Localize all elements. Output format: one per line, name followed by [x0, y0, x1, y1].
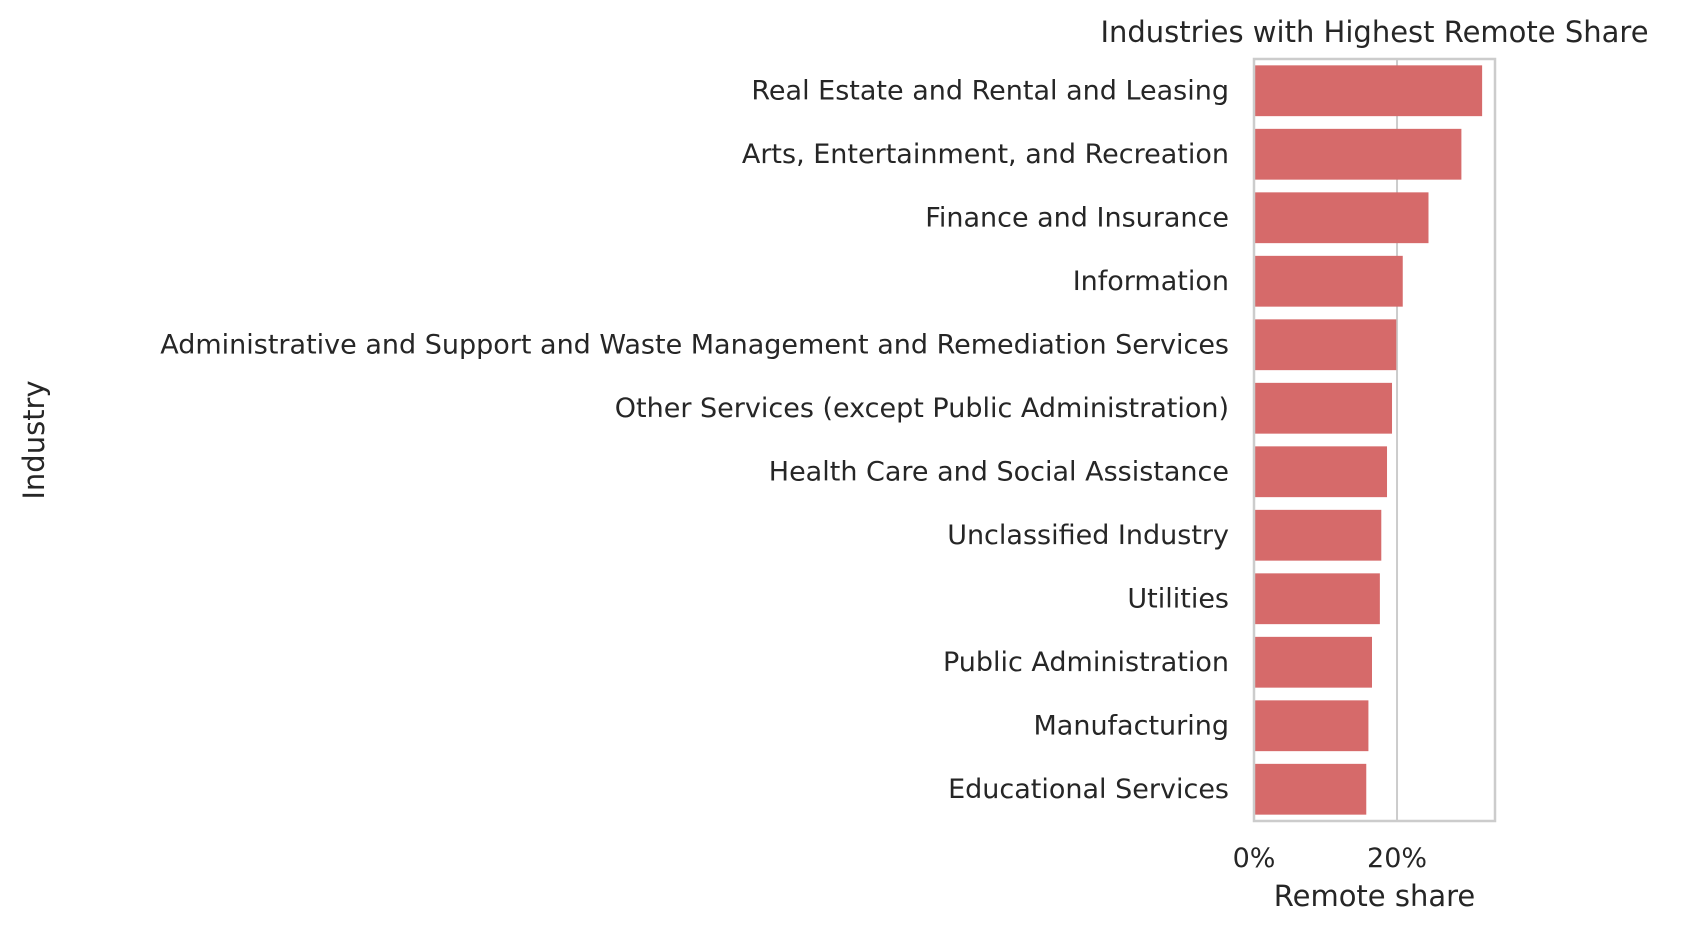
y-tick-label: Educational Services: [948, 774, 1229, 805]
bar: [1254, 763, 1367, 815]
x-tick-label: 20%: [1367, 843, 1427, 874]
y-tick-label: Finance and Insurance: [925, 202, 1229, 233]
y-tick-label: Arts, Entertainment, and Recreation: [742, 139, 1229, 170]
y-tick-label: Manufacturing: [1033, 710, 1229, 741]
bar: [1254, 128, 1462, 180]
x-tick-label: 0%: [1233, 843, 1276, 874]
chart-title: Industries with Highest Remote Share: [1100, 15, 1648, 49]
bars: [1254, 65, 1483, 815]
bar: [1254, 446, 1388, 498]
bar: [1254, 255, 1403, 307]
bar: [1254, 700, 1369, 752]
y-tick-label: Real Estate and Rental and Leasing: [751, 75, 1229, 106]
bar: [1254, 636, 1372, 688]
plot-frame: [1252, 57, 1497, 823]
y-tick-label: Other Services (except Public Administra…: [615, 393, 1229, 424]
y-tick-label: Unclassified Industry: [947, 520, 1229, 551]
bar: [1254, 65, 1483, 117]
y-tick-labels: Real Estate and Rental and Leasing Arts, …: [160, 75, 1229, 805]
y-tick-label: Information: [1073, 266, 1229, 297]
bar: [1254, 192, 1429, 244]
bar: [1254, 319, 1397, 371]
y-axis-label: Industry: [17, 380, 51, 499]
bar: [1254, 573, 1380, 625]
y-tick-label: Health Care and Social Assistance: [769, 456, 1229, 487]
y-tick-label: Administrative and Support and Waste Man…: [160, 329, 1229, 360]
y-tick-label: Utilities: [1127, 583, 1229, 614]
bar: [1254, 509, 1382, 561]
x-tick-labels: 0% 20%: [1233, 843, 1427, 874]
y-tick-label: Public Administration: [943, 647, 1229, 678]
bar: [1254, 382, 1393, 434]
x-axis-label: Remote share: [1274, 879, 1476, 913]
